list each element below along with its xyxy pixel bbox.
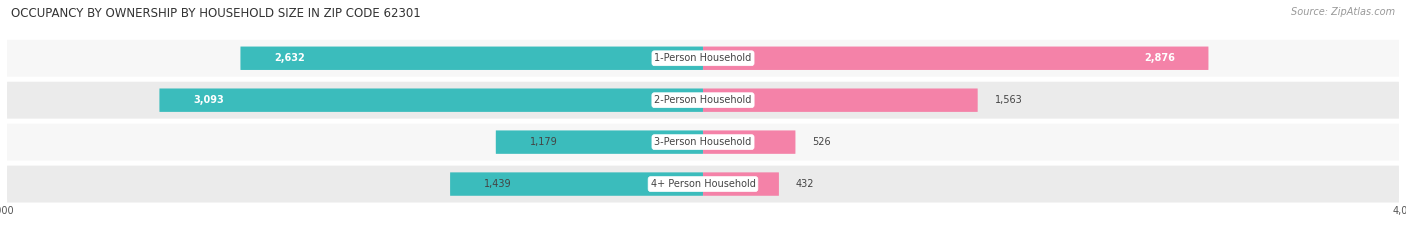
Text: 1,439: 1,439 — [484, 179, 512, 189]
Text: 3,093: 3,093 — [193, 95, 224, 105]
Text: 4+ Person Household: 4+ Person Household — [651, 179, 755, 189]
Text: 3-Person Household: 3-Person Household — [654, 137, 752, 147]
FancyBboxPatch shape — [703, 172, 779, 196]
FancyBboxPatch shape — [7, 40, 1399, 77]
FancyBboxPatch shape — [496, 130, 703, 154]
Text: 2,876: 2,876 — [1144, 53, 1175, 63]
FancyBboxPatch shape — [703, 47, 1209, 70]
Text: 2,632: 2,632 — [274, 53, 305, 63]
FancyBboxPatch shape — [7, 166, 1399, 202]
FancyBboxPatch shape — [703, 130, 796, 154]
Text: 1,563: 1,563 — [994, 95, 1022, 105]
FancyBboxPatch shape — [7, 124, 1399, 161]
Text: Source: ZipAtlas.com: Source: ZipAtlas.com — [1291, 7, 1395, 17]
Text: 1,179: 1,179 — [530, 137, 557, 147]
FancyBboxPatch shape — [703, 89, 977, 112]
FancyBboxPatch shape — [240, 47, 703, 70]
Text: OCCUPANCY BY OWNERSHIP BY HOUSEHOLD SIZE IN ZIP CODE 62301: OCCUPANCY BY OWNERSHIP BY HOUSEHOLD SIZE… — [11, 7, 420, 20]
Text: 1-Person Household: 1-Person Household — [654, 53, 752, 63]
FancyBboxPatch shape — [159, 89, 703, 112]
FancyBboxPatch shape — [7, 82, 1399, 119]
Text: 2-Person Household: 2-Person Household — [654, 95, 752, 105]
Text: 526: 526 — [813, 137, 831, 147]
Text: 432: 432 — [796, 179, 814, 189]
FancyBboxPatch shape — [450, 172, 703, 196]
